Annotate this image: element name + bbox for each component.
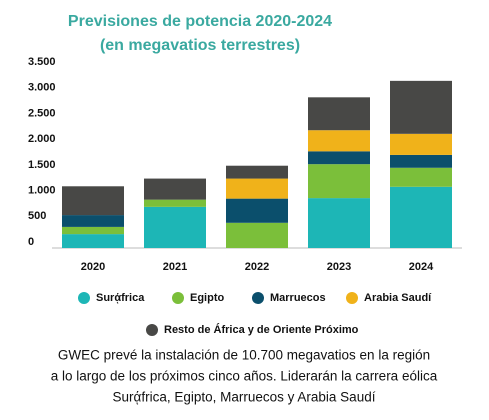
y-tick-label: 2.000 [28,133,56,145]
legend-swatch [346,292,358,304]
chart-subtitle: (en megavatios terrestres) [100,37,300,54]
y-tick-label: 1.500 [28,159,56,171]
y-tick-label: 0 [28,236,34,248]
legend-swatch [252,292,264,304]
caption: GWEC prevé la instalación de 10.700 mega… [58,348,430,363]
bar-segment [390,80,452,134]
bar-segment [390,133,452,155]
y-tick-label: 3.500 [28,56,56,68]
bar-segment [62,186,124,216]
legend-label: Egipto [190,292,224,304]
x-tick-label: 2020 [81,261,105,273]
chart-title: Previsiones de potencia 2020-2024 [68,13,332,30]
bar-segment [62,226,124,235]
legend-swatch [78,292,90,304]
legend-label: Surᾴfrica [96,292,145,304]
x-tick-label: 2024 [409,261,434,273]
bar-segment [390,154,452,168]
bar-segment [390,186,452,248]
bar-segment [308,151,370,165]
x-tick-label: 2021 [163,261,187,273]
y-tick-label: 3.000 [28,82,56,94]
bar-segment [308,164,370,199]
bar-segment [144,178,206,200]
bar-segment [226,198,288,223]
caption: Surᾴfrica, Egipto, Marruecos y Arabia Sa… [113,390,376,405]
bar-segment [62,215,124,227]
y-tick-label: 2.500 [28,107,56,119]
legend-label: Marruecos [270,292,326,304]
bar-segment [308,97,370,131]
bar-segment [390,167,452,187]
bar-segment [308,198,370,248]
y-tick-label: 1.000 [28,184,56,196]
caption: a lo largo de los próximos cinco años. L… [51,369,438,384]
x-tick-label: 2022 [245,261,269,273]
legend-swatch [172,292,184,304]
bar-segment [62,234,124,248]
bar-segment [226,178,288,199]
x-tick-label: 2023 [327,261,351,273]
legend-label: Arabia Saudí [364,292,432,304]
bar-segment [226,222,288,248]
legend-label: Resto de África y de Oriente Próximo [164,323,359,336]
bar-segment [144,199,206,207]
bar-segment [226,165,288,179]
bar-segment [308,130,370,152]
legend-swatch [146,324,158,336]
y-tick-label: 500 [28,210,46,222]
bar-segment [144,206,206,248]
